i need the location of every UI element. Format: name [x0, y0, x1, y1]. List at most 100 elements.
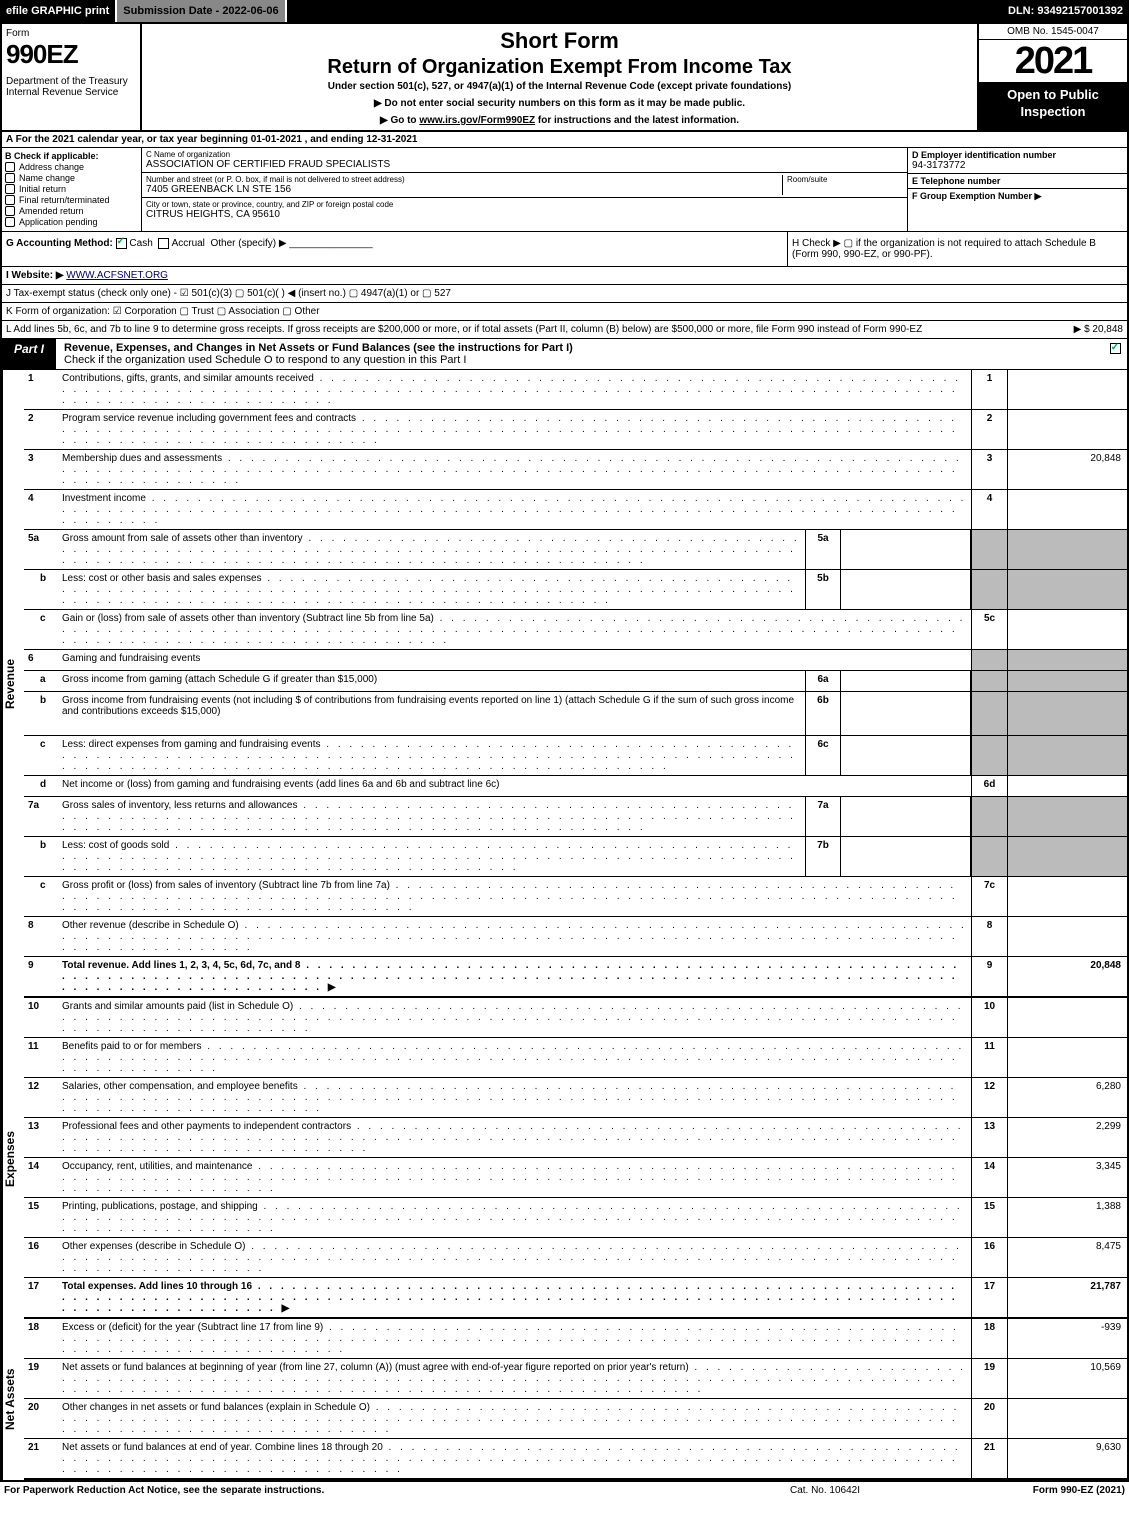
l10-num: 10: [24, 998, 58, 1037]
l6c-colshade: [971, 736, 1007, 775]
l5b-desc: Less: cost or other basis and sales expe…: [58, 570, 805, 609]
l8-col: 8: [971, 917, 1007, 956]
l5b-minival: [841, 570, 971, 609]
notice-pre: ▶ Go to: [380, 115, 419, 126]
l6c-num: c: [24, 736, 58, 775]
l3-desc: Membership dues and assessments: [58, 450, 971, 489]
l12-col: 12: [971, 1078, 1007, 1117]
website-link[interactable]: WWW.ACFSNET.ORG: [66, 270, 168, 281]
omb-number: OMB No. 1545-0047: [979, 24, 1127, 40]
l2-col: 2: [971, 410, 1007, 449]
l1-col: 1: [971, 370, 1007, 409]
row-j-tax-exempt: J Tax-exempt status (check only one) - ☑…: [2, 285, 1127, 303]
l6b-mini: 6b: [805, 692, 841, 735]
l1-val: [1007, 370, 1127, 409]
irs-link[interactable]: www.irs.gov/Form990EZ: [419, 115, 535, 126]
l5b-colshade: [971, 570, 1007, 609]
row-k-org-form: K Form of organization: ☑ Corporation ▢ …: [2, 303, 1127, 321]
g-label: G Accounting Method:: [6, 238, 113, 249]
tax-year: 2021: [979, 40, 1127, 83]
l6a-colshade: [971, 671, 1007, 691]
l5a-desc: Gross amount from sale of assets other t…: [58, 530, 805, 569]
city-label: City or town, state or province, country…: [146, 200, 903, 209]
chk-accrual[interactable]: [158, 238, 169, 249]
l6a-minival: [841, 671, 971, 691]
chk-amended-return[interactable]: [5, 206, 15, 216]
short-form-title: Short Form: [150, 28, 969, 54]
chk-address-change[interactable]: [5, 162, 15, 172]
l18-val: -939: [1007, 1319, 1127, 1358]
l11-col: 11: [971, 1038, 1007, 1077]
l7c-val: [1007, 877, 1127, 916]
l13-col: 13: [971, 1118, 1007, 1157]
row-l-amount: ▶ $ 20,848: [1074, 324, 1123, 335]
l3-num: 3: [24, 450, 58, 489]
l3-val: 20,848: [1007, 450, 1127, 489]
department: Department of the Treasury Internal Reve…: [6, 76, 136, 98]
l15-desc: Printing, publications, postage, and shi…: [58, 1198, 971, 1237]
page-footer: For Paperwork Reduction Act Notice, see …: [0, 1482, 1129, 1499]
lbl-other: Other (specify) ▶: [210, 238, 286, 249]
l16-desc: Other expenses (describe in Schedule O): [58, 1238, 971, 1277]
lbl-cash: Cash: [129, 238, 152, 249]
l6b-colshade: [971, 692, 1007, 735]
website-label: I Website: ▶: [6, 270, 64, 281]
l19-col: 19: [971, 1359, 1007, 1398]
submission-date: Submission Date - 2022-06-06: [117, 0, 286, 22]
l11-desc: Benefits paid to or for members: [58, 1038, 971, 1077]
l6b-minival: [841, 692, 971, 735]
l6c-mini: 6c: [805, 736, 841, 775]
revenue-side-label: Revenue: [2, 370, 24, 998]
l5a-colshade: [971, 530, 1007, 569]
chk-schedule-o[interactable]: [1110, 343, 1121, 354]
l9-desc: Total revenue. Add lines 1, 2, 3, 4, 5c,…: [58, 957, 971, 996]
street-label: Number and street (or P. O. box, if mail…: [146, 175, 778, 184]
l7a-valshade: [1007, 797, 1127, 836]
l6-num: 6: [24, 650, 58, 670]
lbl-amended-return: Amended return: [19, 206, 84, 216]
row-g-accounting: G Accounting Method: Cash Accrual Other …: [2, 232, 787, 266]
l4-col: 4: [971, 490, 1007, 529]
l8-desc: Other revenue (describe in Schedule O): [58, 917, 971, 956]
row-h-schedule-b: H Check ▶ ▢ if the organization is not r…: [787, 232, 1127, 266]
chk-initial-return[interactable]: [5, 184, 15, 194]
l2-num: 2: [24, 410, 58, 449]
l8-val: [1007, 917, 1127, 956]
l7b-minival: [841, 837, 971, 876]
l3-col: 3: [971, 450, 1007, 489]
l6-colshade: [971, 650, 1007, 670]
l14-num: 14: [24, 1158, 58, 1197]
group-exempt-label: F Group Exemption Number ▶: [912, 191, 1123, 202]
l5c-num: c: [24, 610, 58, 649]
chk-application-pending[interactable]: [5, 217, 15, 227]
chk-name-change[interactable]: [5, 173, 15, 183]
l7b-desc: Less: cost of goods sold: [58, 837, 805, 876]
lbl-address-change: Address change: [19, 162, 84, 172]
l21-col: 21: [971, 1439, 1007, 1478]
chk-final-return[interactable]: [5, 195, 15, 205]
chk-cash[interactable]: [116, 238, 127, 249]
top-bar: efile GRAPHIC print Submission Date - 20…: [0, 0, 1129, 22]
l5a-valshade: [1007, 530, 1127, 569]
block-b-title: B Check if applicable:: [5, 151, 138, 161]
l6c-valshade: [1007, 736, 1127, 775]
l5c-val: [1007, 610, 1127, 649]
l6b-num: b: [24, 692, 58, 735]
l21-val: 9,630: [1007, 1439, 1127, 1478]
org-name-label: C Name of organization: [146, 150, 903, 159]
l7c-col: 7c: [971, 877, 1007, 916]
form-number: 990EZ: [6, 39, 136, 70]
l17-val: 21,787: [1007, 1278, 1127, 1317]
l6-valshade: [1007, 650, 1127, 670]
l12-num: 12: [24, 1078, 58, 1117]
l6d-desc: Net income or (loss) from gaming and fun…: [58, 776, 971, 796]
l6a-desc: Gross income from gaming (attach Schedul…: [58, 671, 805, 691]
l4-val: [1007, 490, 1127, 529]
efile-print-button[interactable]: efile GRAPHIC print: [0, 0, 117, 22]
l11-num: 11: [24, 1038, 58, 1077]
header-right: OMB No. 1545-0047 2021 Open to Public In…: [977, 24, 1127, 130]
l5b-mini: 5b: [805, 570, 841, 609]
block-c-org-info: C Name of organization ASSOCIATION OF CE…: [142, 148, 907, 231]
l7b-colshade: [971, 837, 1007, 876]
l9-num: 9: [24, 957, 58, 996]
